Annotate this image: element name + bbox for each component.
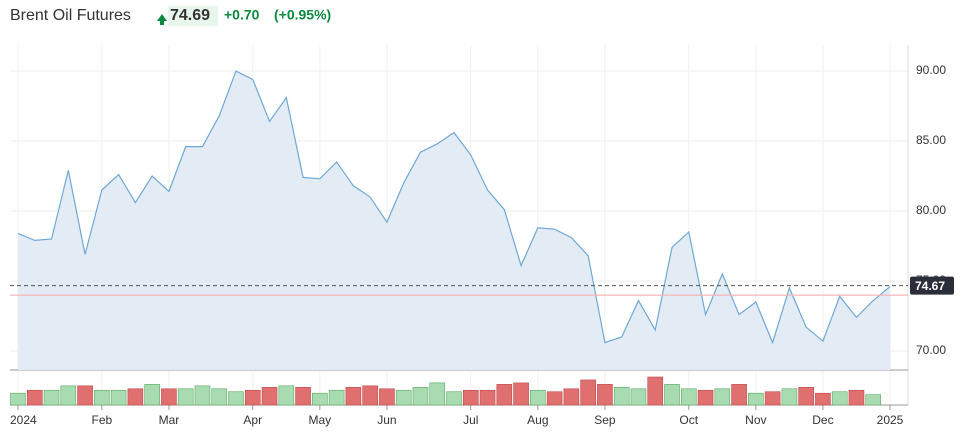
volume-bar	[412, 387, 429, 406]
x-tick-label: Aug	[527, 413, 548, 427]
volume-bar	[211, 388, 228, 406]
volume-bar	[462, 389, 479, 406]
volume-bar	[161, 388, 177, 406]
x-tick-label: Sep	[594, 413, 616, 427]
volume-bar	[77, 385, 93, 406]
x-tick-label: Oct	[679, 413, 698, 427]
volume-bar	[144, 384, 160, 406]
x-tick-label: Nov	[745, 413, 766, 427]
volume-bar	[613, 387, 630, 406]
volume-bar	[395, 389, 412, 406]
volume-bar	[546, 391, 563, 406]
volume-bar	[563, 388, 580, 406]
volume-bar	[496, 384, 513, 406]
y-tick-label: 90.00	[916, 63, 946, 77]
y-tick-label: 70.00	[916, 343, 946, 357]
volume-bar	[664, 384, 680, 406]
last-price-box	[910, 276, 954, 295]
price: 74.69	[170, 7, 210, 24]
line	[17, 70, 891, 345]
x-tick-label: Apr	[243, 413, 262, 427]
price-bg	[168, 6, 218, 26]
volume-bar	[831, 391, 848, 406]
volume-bar	[60, 385, 77, 406]
volume-bar	[798, 387, 814, 406]
volume-bar	[244, 389, 261, 406]
volume-bar	[446, 391, 462, 406]
change-pct: (+0.95%)	[274, 7, 331, 23]
volume-bar	[43, 389, 60, 406]
volume-bar	[10, 392, 26, 406]
volume-bar	[815, 392, 831, 406]
volume-bar	[630, 388, 647, 406]
volume-bar	[530, 389, 546, 406]
volume-bar	[312, 392, 328, 406]
x-tick-label: Dec	[812, 413, 833, 427]
volume-bar	[177, 388, 194, 406]
volume-bar	[94, 389, 110, 406]
volume-bar	[26, 389, 43, 406]
volume-bar	[295, 387, 311, 406]
volume-bar	[379, 388, 395, 406]
volume-bar	[429, 382, 446, 406]
x-tick-label: Feb	[92, 413, 113, 427]
volume-bar	[110, 389, 127, 406]
volume-bar	[278, 385, 295, 406]
volume-bar	[697, 389, 714, 406]
chart-title: Brent Oil Futures	[10, 7, 131, 24]
volume-bar	[362, 385, 378, 406]
last-price-label: 74.67	[915, 279, 945, 293]
volume-bar	[764, 391, 781, 406]
x-tick-label: 2024	[10, 413, 37, 427]
volume-bar	[328, 389, 345, 406]
volume-bar	[714, 388, 731, 406]
change: +0.70	[224, 7, 260, 23]
area	[18, 71, 890, 370]
x-tick-label: 2025	[877, 413, 904, 427]
volume-bar	[127, 388, 144, 406]
volume-bar	[680, 388, 697, 406]
y-tick-label: 85.00	[916, 133, 946, 147]
x-tick-label: Jun	[377, 413, 396, 427]
up-arrow	[157, 14, 167, 25]
volume-bar	[261, 387, 278, 406]
x-tick-label: Jul	[463, 413, 478, 427]
volume-bar	[194, 385, 211, 406]
x-tick-label: Mar	[159, 413, 180, 427]
volume-bar	[731, 384, 747, 406]
y-tick-label: 80.00	[916, 203, 946, 217]
volume-bar	[597, 384, 613, 406]
volume-bar	[848, 389, 865, 406]
volume-bar	[781, 388, 798, 406]
volume-bar	[479, 389, 496, 406]
volume-bar	[513, 382, 529, 406]
volume-bar	[345, 387, 362, 406]
volume-bar	[748, 392, 764, 406]
x-tick-label: May	[309, 413, 332, 427]
volume-bar	[865, 394, 882, 406]
volume-bar	[647, 376, 664, 406]
volume-bar	[228, 391, 244, 406]
volume-bar	[580, 379, 596, 406]
